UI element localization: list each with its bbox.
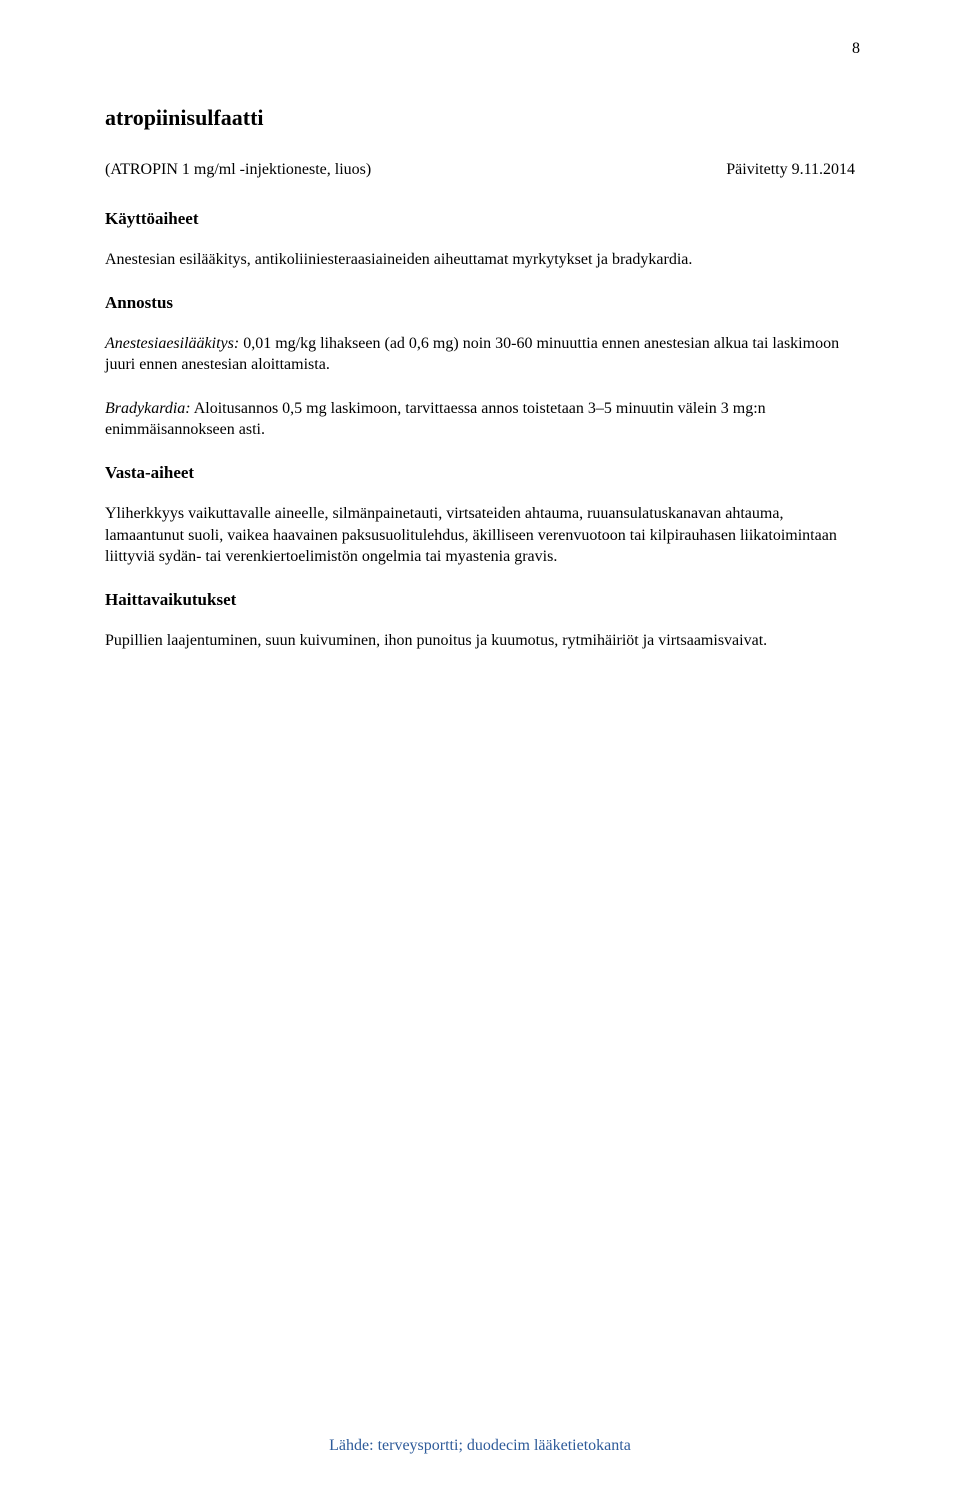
product-name: (ATROPIN 1 mg/ml -injektioneste, liuos)	[105, 161, 371, 179]
document-content: atropiinisulfaatti (ATROPIN 1 mg/ml -inj…	[105, 105, 855, 651]
drug-name-heading: atropiinisulfaatti	[105, 105, 855, 131]
page-number: 8	[852, 40, 860, 58]
indications-heading: Käyttöaiheet	[105, 209, 855, 229]
product-info-line: (ATROPIN 1 mg/ml -injektioneste, liuos) …	[105, 161, 855, 179]
dosage-heading: Annostus	[105, 293, 855, 313]
dosage-para-1: Anestesiaesilääkitys: 0,01 mg/kg lihakse…	[105, 333, 855, 376]
dosage-para-2-lead: Bradykardia:	[105, 400, 191, 417]
dosage-para-1-lead: Anestesiaesilääkitys:	[105, 335, 239, 352]
adverse-heading: Haittavaikutukset	[105, 590, 855, 610]
source-note: Lähde: terveysportti; duodecim lääketiet…	[0, 1437, 960, 1455]
dosage-para-2: Bradykardia: Aloitusannos 0,5 mg laskimo…	[105, 398, 855, 441]
contraindications-heading: Vasta-aiheet	[105, 463, 855, 483]
contraindications-text: Yliherkkyys vaikuttavalle aineelle, silm…	[105, 503, 855, 568]
dosage-para-2-rest: Aloitusannos 0,5 mg laskimoon, tarvittae…	[105, 400, 766, 439]
indications-text: Anestesian esilääkitys, antikoliiniester…	[105, 249, 855, 271]
date-updated: Päivitetty 9.11.2014	[726, 161, 855, 179]
adverse-text: Pupillien laajentuminen, suun kuivuminen…	[105, 630, 855, 652]
